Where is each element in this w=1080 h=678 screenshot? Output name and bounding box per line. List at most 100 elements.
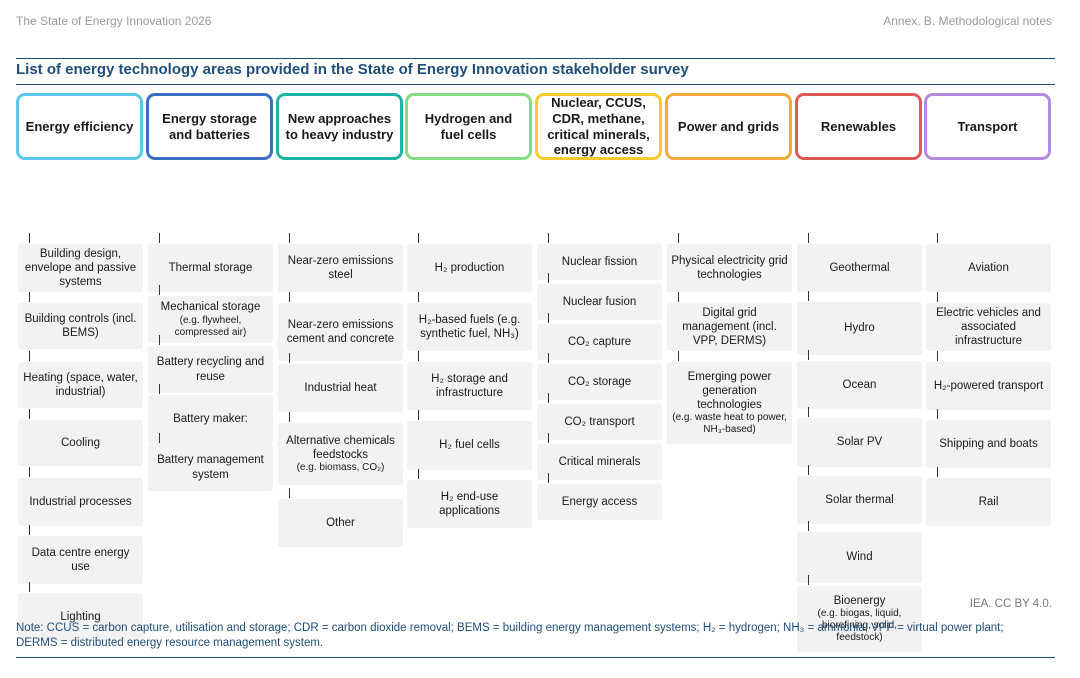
category-column: Renewables Geothermal Hydro Ocean Solar PV So… [795, 93, 922, 652]
connector-tick [418, 351, 419, 361]
report-title: The State of Energy Innovation 2026 [16, 14, 212, 28]
connector-tick [808, 521, 809, 531]
technology-item-label: Solar thermal [825, 493, 894, 506]
technology-item-label: H₂ end-use applications [439, 490, 500, 517]
connector-tick [548, 233, 549, 243]
technology-item: Battery recycling and reuse [148, 346, 273, 393]
technology-item-label: Bioenergy [833, 594, 886, 607]
technology-item: Nuclear fission [537, 244, 662, 280]
title-top-rule [16, 58, 1055, 59]
technology-item-label: Other [326, 516, 355, 529]
technology-item-label: Battery management system [157, 454, 264, 481]
category-header: Energy efficiency [16, 93, 143, 160]
category-header: Nuclear, CCUS, CDR, methane, critical mi… [535, 93, 662, 160]
technology-item: Battery management system [148, 444, 273, 491]
technology-item: Wind [797, 532, 922, 583]
connector-tick [289, 412, 290, 422]
technology-item: Physical electricity grid technologies [667, 244, 792, 292]
technology-item-label: H₂ fuel cells [439, 439, 500, 452]
technology-item-label: Alternative chemicals feedstocks [286, 434, 395, 461]
technology-item-label: Near-zero emissions cement and concrete [286, 318, 395, 345]
connector-tick [808, 233, 809, 243]
connector-tick [548, 433, 549, 443]
technology-item: Other [278, 499, 403, 547]
technology-item-label: Physical electricity grid technologies [671, 254, 788, 281]
technology-item: H₂ end-use applications [407, 480, 532, 528]
technology-item: Solar thermal [797, 476, 922, 524]
technology-item: H₂ production [407, 244, 532, 292]
connector-tick [548, 273, 549, 283]
connector-tick [937, 409, 938, 419]
connector-tick [937, 233, 938, 243]
category-column: New approaches to heavy industry Near-zer… [276, 93, 403, 547]
technology-item-label: H₂-based fuels (e.g. synthetic fuel, NH₃… [418, 313, 521, 340]
connector-tick [808, 575, 809, 585]
connector-tick [159, 233, 160, 243]
connector-tick [418, 410, 419, 420]
technology-item: Ocean [797, 361, 922, 409]
technology-item: Battery maker: [148, 395, 273, 444]
technology-item-label: Emerging power generation technologies [687, 370, 772, 411]
connector-tick [29, 409, 30, 419]
technology-item-label: Aviation [968, 261, 1009, 274]
category-header: Power and grids [665, 93, 792, 160]
technology-item-label: Heating (space, water, industrial) [23, 371, 138, 398]
connector-tick [548, 393, 549, 403]
connector-tick [29, 582, 30, 592]
technology-item: Heating (space, water, industrial) [18, 362, 143, 408]
technology-item-label: Rail [978, 495, 999, 508]
connector-tick [159, 384, 160, 394]
technology-item-label: Cooling [61, 436, 100, 449]
technology-item-label: Mechanical storage [160, 301, 261, 314]
technology-item-label: Digital grid management (incl. VPP, DERM… [682, 306, 777, 347]
technology-item-label: Energy access [561, 495, 638, 508]
connector-tick [548, 353, 549, 363]
technology-item: Geothermal [797, 244, 922, 292]
connector-tick [937, 292, 938, 302]
connector-tick [29, 351, 30, 361]
technology-item: Emerging power generation technologies (e… [667, 362, 792, 444]
category-column: Nuclear, CCUS, CDR, methane, critical mi… [535, 93, 662, 520]
technology-item: Energy access [537, 484, 662, 520]
technology-item-label: H₂-powered transport [933, 379, 1044, 392]
category-column: Transport Aviation Electric vehicles and a… [924, 93, 1051, 526]
category-column: Hydrogen and fuel cells H₂ production H₂-b… [405, 93, 532, 528]
figure-title: List of energy technology areas provided… [16, 61, 689, 78]
technology-item: Bioenergy (e.g. biogas, liquid, biorefini… [797, 586, 922, 652]
category-header: Transport [924, 93, 1051, 160]
technology-item: Nuclear fusion [537, 284, 662, 320]
technology-item: Data centre energy use [18, 536, 143, 584]
technology-item: Near-zero emissions cement and concrete [278, 303, 403, 361]
technology-item: Building controls (incl. BEMS) [18, 303, 143, 349]
connector-tick [289, 233, 290, 243]
technology-item-label: Wind [846, 551, 873, 564]
technology-item: Mechanical storage (e.g. flywheel, compre… [148, 296, 273, 343]
technology-item-label: Hydro [844, 322, 875, 335]
technology-item: Digital grid management (incl. VPP, DERM… [667, 303, 792, 351]
connector-tick [29, 233, 30, 243]
category-header: Hydrogen and fuel cells [405, 93, 532, 160]
technology-item-label: Thermal storage [168, 261, 253, 274]
title-bottom-rule [16, 84, 1055, 85]
technology-item-label: Lighting [60, 610, 101, 623]
technology-item: H₂ storage and infrastructure [407, 362, 532, 410]
technology-item-label: CO₂ storage [567, 375, 632, 388]
connector-tick [808, 291, 809, 301]
technology-item-label: Critical minerals [558, 455, 641, 468]
section-label: Annex. B. Methodological notes [883, 14, 1052, 28]
technology-item-label: Building design, envelope and passive sy… [24, 247, 137, 288]
bottom-rule [16, 657, 1055, 658]
credit-line: IEA. CC BY 4.0. [969, 598, 1052, 610]
connector-tick [159, 285, 160, 295]
category-column: Energy storage and batteries Thermal stor… [146, 93, 273, 491]
connector-tick [418, 292, 419, 302]
connector-tick [937, 351, 938, 361]
connector-tick [289, 292, 290, 302]
technology-item: Shipping and boats [926, 420, 1051, 468]
technology-item-label: Electric vehicles and associated infrast… [936, 306, 1041, 347]
technology-item-label: Battery recycling and reuse [156, 356, 265, 383]
technology-item-examples: (e.g. flywheel, compressed air) [174, 314, 247, 338]
technology-item-label: Nuclear fusion [562, 295, 637, 308]
connector-tick [808, 407, 809, 417]
connector-tick [808, 350, 809, 360]
